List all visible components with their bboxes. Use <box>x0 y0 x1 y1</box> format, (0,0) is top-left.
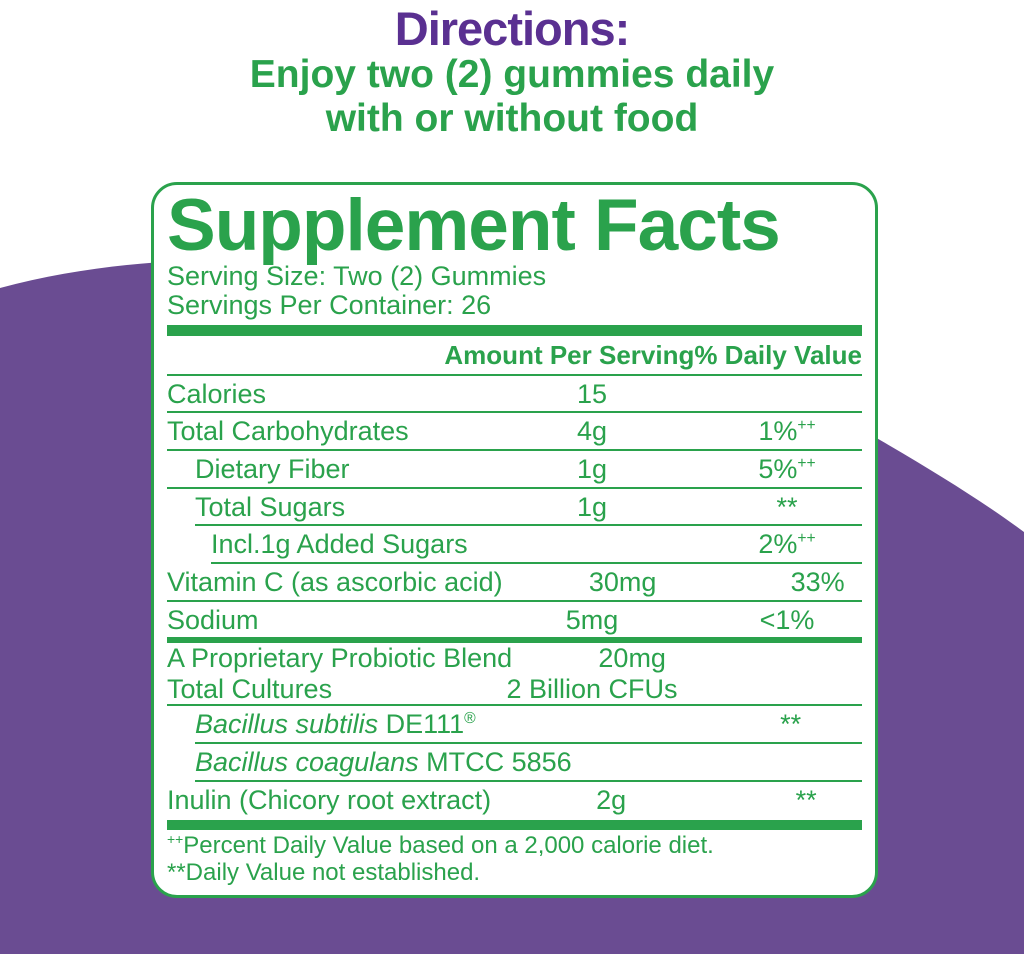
nutrient-name: Dietary Fiber <box>195 454 350 485</box>
table-header-row: Amount Per Serving % Daily Value <box>167 336 862 374</box>
row-separator <box>195 524 862 527</box>
table-row: Incl.1g Added Sugars 2%++ <box>167 526 862 562</box>
table-row: Bacillus coagulans MTCC 5856** <box>167 744 862 780</box>
directions-line-1: Enjoy two (2) gummies daily <box>249 53 775 97</box>
nutrient-name: Bacillus subtilis DE111® <box>195 709 476 740</box>
supplement-facts-panel: Supplement Facts Serving Size: Two (2) G… <box>151 182 878 898</box>
table-row: Total Sugars 1g ** <box>167 489 862 525</box>
table-row: Dietary Fiber 1g 5%++ <box>167 451 862 487</box>
amount-value: 15 <box>576 378 608 409</box>
row-separator <box>167 449 862 452</box>
table-row: Vitamin C (as ascorbic acid) 30mg 33% <box>167 564 862 600</box>
servings-per-container: Servings Per Container: 26 <box>167 290 492 321</box>
amount-value: 30mg <box>588 566 657 597</box>
directions-section: Directions: Enjoy two (2) gummies daily … <box>0 4 1024 141</box>
nutrient-name: Total Carbohydrates <box>167 416 409 447</box>
row-separator <box>167 599 862 602</box>
daily-value: ** <box>812 748 875 777</box>
footnote-line: ++Percent Daily Value based on a 2,000 c… <box>167 831 714 860</box>
row-separator <box>167 373 862 376</box>
row-separator <box>211 561 862 564</box>
table-row: Calories 15 <box>167 376 862 412</box>
row-separator <box>167 486 862 489</box>
nutrient-name: Sodium <box>167 604 259 635</box>
nutrient-name: Total Cultures <box>167 673 333 704</box>
daily-value: 5%++ <box>758 454 816 485</box>
daily-value: 33% <box>790 566 845 597</box>
table-row: Total Carbohydrates 4g 1%++ <box>167 413 862 449</box>
amount-value: 20mg <box>598 643 666 674</box>
row-separator <box>195 741 862 744</box>
nutrient-name: Bacillus coagulans MTCC 5856 <box>195 746 572 777</box>
amount-value: 2g <box>596 784 627 815</box>
nutrient-name: Calories <box>167 378 267 409</box>
table-row: Inulin (Chicory root extract) 2g ** <box>167 782 862 818</box>
footnotes: ++Percent Daily Value based on a 2,000 c… <box>167 831 862 886</box>
table-row: Sodium 5mg <1% <box>167 602 862 638</box>
daily-value: ** <box>780 709 802 740</box>
column-header-amount: Amount Per Serving <box>444 340 695 371</box>
table-row: Bacillus subtilis DE111® ** <box>167 706 862 742</box>
row-separator <box>167 704 862 707</box>
directions-title: Directions: <box>394 2 631 55</box>
bottom-divider-bar <box>167 820 862 831</box>
nutrient-name: Vitamin C (as ascorbic acid) <box>167 566 503 597</box>
facts-table: Calories 15 Total Carbohydrates 4g 1%++ Dieta… <box>167 373 862 818</box>
footnote-line: **Daily Value not established. <box>167 858 481 886</box>
amount-value: 1g <box>576 491 608 522</box>
row-separator <box>195 779 862 782</box>
row-separator <box>167 411 862 414</box>
directions-line-2: with or without food <box>325 97 699 141</box>
amount-value: 1g <box>576 454 608 485</box>
amount-value: 5mg <box>565 604 619 635</box>
nutrient-name: Total Sugars <box>195 491 346 522</box>
table-row: Total Cultures 2 Billion CFUs <box>167 674 862 705</box>
amount-value: 2 Billion CFUs <box>506 673 678 704</box>
nutrient-name: A Proprietary Probiotic Blend <box>167 643 513 674</box>
amount-value: 4g <box>576 416 608 447</box>
column-header-daily-value: % Daily Value <box>694 340 862 371</box>
daily-value: ** <box>776 491 798 522</box>
top-divider-bar <box>167 325 862 337</box>
daily-value: 2%++ <box>758 529 816 560</box>
daily-value: ** <box>795 784 817 815</box>
table-row: A Proprietary Probiotic Blend 20mg <box>167 643 862 674</box>
nutrient-name: Inulin (Chicory root extract) <box>167 784 492 815</box>
medium-divider-bar <box>167 637 862 644</box>
daily-value: <1% <box>759 604 815 635</box>
nutrient-name: Incl.1g Added Sugars <box>211 529 468 560</box>
supplement-facts-title: Supplement Facts <box>167 185 781 266</box>
serving-size: Serving Size: Two (2) Gummies <box>167 261 547 291</box>
daily-value: 1%++ <box>758 416 816 447</box>
